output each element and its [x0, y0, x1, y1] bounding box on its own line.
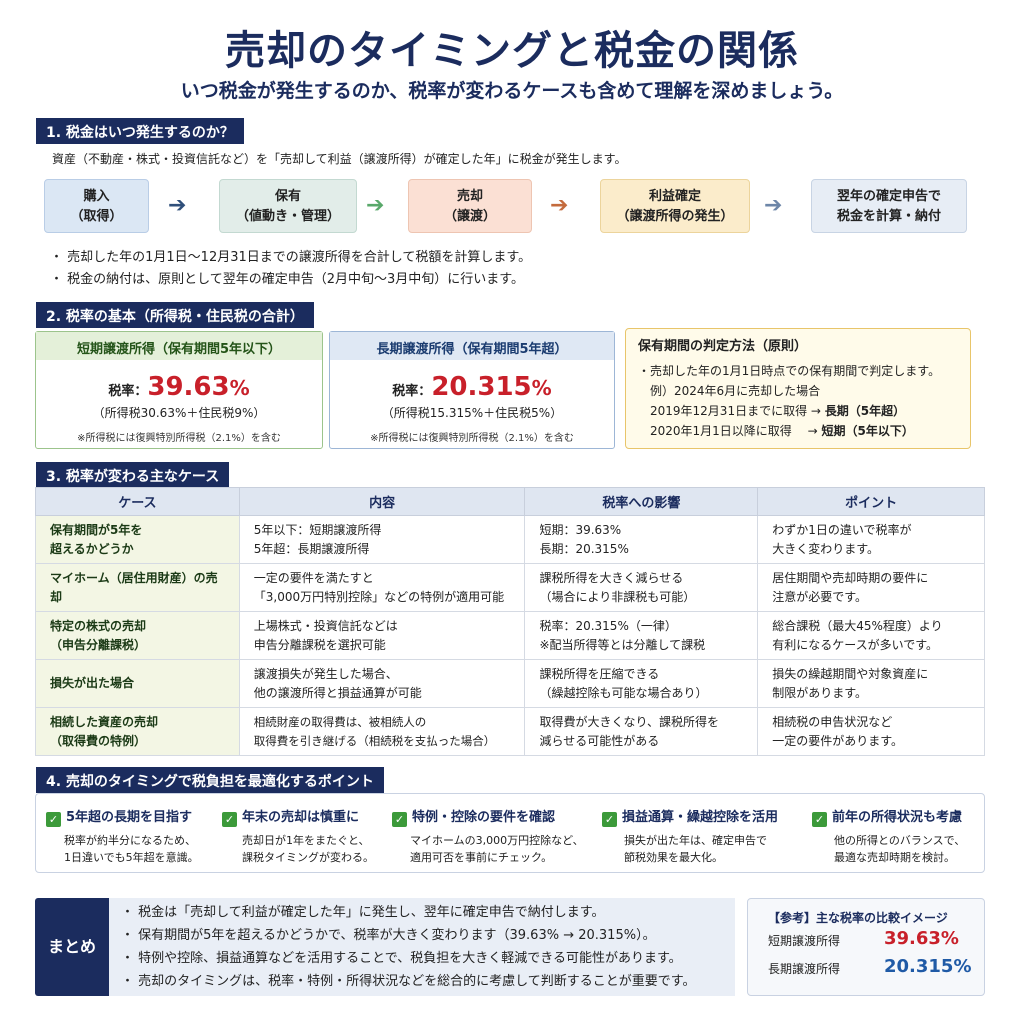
- point-cell: 居住期間や売却時期の要件に 注意が必要です。: [757, 563, 985, 612]
- reference-row-short: 短期譲渡所得 39.63%: [768, 928, 959, 949]
- case-cell: 保有期間が5年を 超えるかどうか: [35, 515, 240, 564]
- section2-heading: 2. 税率の基本（所得税・住民税の合計）: [36, 302, 314, 328]
- impact-cell: 取得費が大きくなり、課税所得を 減らせる可能性がある: [524, 707, 759, 756]
- reference-box: 【参考】主な税率の比較イメージ 短期譲渡所得 39.63% 長期譲渡所得 20.…: [747, 898, 985, 996]
- impact-cell: 課税所得を圧縮できる （繰越控除も可能な場合あり）: [524, 659, 759, 708]
- short-term-breakdown: （所得税30.63%＋住民税9%）: [92, 406, 266, 420]
- section3-heading: 3. 税率が変わる主なケース: [36, 462, 230, 488]
- cases-table: ケース 内容 税率への影響 ポイント 保有期間が5年を 超えるかどうか 5年以下：…: [35, 487, 985, 756]
- impact-cell: 課税所得を大きく減らせる （場合により非課税も可能）: [524, 563, 759, 612]
- short-term-rate-card: 短期譲渡所得（保有期間5年以下） 税率：39.63% （所得税30.63%＋住民…: [35, 331, 323, 449]
- long-term-title: 長期譲渡所得（保有期間5年超）: [330, 332, 614, 360]
- table-row: 特定の株式の売却 （申告分離課税） 上場株式・投資信託などは 申告分離課税を選択可能…: [35, 611, 985, 660]
- page-subtitle: いつ税金が発生するのか、税率が変わるケースも含めて理解を深めましょう。: [180, 80, 844, 102]
- column-header: 内容: [238, 487, 526, 516]
- summary-body: ・ 税金は「売却して利益が確定した年」に発生し、翌年に確定申告で納付します。 ・…: [109, 898, 735, 996]
- table-header-row: ケース 内容 税率への影響 ポイント: [35, 487, 985, 516]
- column-header: ポイント: [757, 487, 985, 516]
- arrow-right-icon: ➔: [550, 193, 569, 218]
- check-icon: ✓: [812, 812, 827, 827]
- column-header: ケース: [35, 487, 240, 516]
- list-item: ・ 税金の納付は、原則として翌年の確定申告（2月中旬〜3月中旬）に行います。: [50, 272, 524, 287]
- section1-bullets: ・ 売却した年の1月1日〜12月31日までの譲渡所得を合計して税額を計算します。…: [50, 247, 531, 291]
- arrow-right-icon: ➔: [764, 193, 783, 218]
- list-item: ・ 売却のタイミングは、税率・特例・所得状況などを総合的に考慮して判断することが…: [121, 974, 696, 989]
- flow-step-purchase: 購入 （取得）: [44, 179, 149, 233]
- list-item: ・ 保有期間が5年を超えるかどうかで、税率が大きく変わります（39.63% → …: [121, 928, 656, 943]
- long-term-rate-card: 長期譲渡所得（保有期間5年超） 税率：20.315% （所得税15.315%＋住…: [329, 331, 615, 449]
- flow-step-hold: 保有 （値動き・管理）: [219, 179, 357, 233]
- flow-step-tax-return: 翌年の確定申告で 税金を計算・納付: [811, 179, 967, 233]
- check-icon: ✓: [222, 812, 237, 827]
- list-item: ・ 売却した年の1月1日〜12月31日までの譲渡所得を合計して税額を計算します。: [50, 250, 532, 265]
- point-cell: 損失の繰越期間や対象資産に 制限があります。: [757, 659, 985, 708]
- arrow-right-icon: ➔: [366, 193, 385, 218]
- content-cell: 上場株式・投資信託などは 申告分離課税を選択可能: [238, 611, 526, 660]
- check-icon: ✓: [392, 812, 407, 827]
- table-row: 相続した資産の売却 （取得費の特例） 相続財産の取得費は、被相続人の 取得費を引き継…: [35, 707, 985, 756]
- reference-row-long: 長期譲渡所得 20.315%: [768, 956, 972, 977]
- short-term-note: ※所得税には復興特別所得税（2.1%）を含む: [77, 433, 281, 444]
- case-cell: 相続した資産の売却 （取得費の特例）: [35, 707, 240, 756]
- section4-heading: 4. 売却のタイミングで税負担を最適化するポイント: [36, 767, 384, 793]
- table-row: 保有期間が5年を 超えるかどうか 5年以下：短期譲渡所得 5年超：長期譲渡所得 短期…: [35, 515, 985, 564]
- table-row: 損失が出た場合 譲渡損失が発生した場合、 他の譲渡所得と損益通算が可能 課税所得を…: [35, 659, 985, 708]
- case-cell: 特定の株式の売却 （申告分離課税）: [35, 611, 240, 660]
- flow-step-sell: 売却 （譲渡）: [408, 179, 532, 233]
- content-cell: 相続財産の取得費は、被相続人の 取得費を引き継げる（相続税を支払った場合）: [238, 707, 526, 756]
- point-cell: 総合課税（最大45%程度）より 有利になるケースが多いです。: [757, 611, 985, 660]
- arrow-right-icon: ➔: [168, 193, 187, 218]
- table-row: マイホーム（居住用財産）の売却 一定の要件を満たすと 「3,000万円特別控除」な…: [35, 563, 985, 612]
- content-cell: 5年以下：短期譲渡所得 5年超：長期譲渡所得: [238, 515, 526, 564]
- case-cell: マイホーム（居住用財産）の売却: [35, 563, 240, 612]
- content-cell: 一定の要件を満たすと 「3,000万円特別控除」などの特例が適用可能: [238, 563, 526, 612]
- short-term-rate: 税率：39.63%: [108, 372, 250, 402]
- list-item: ・ 税金は「売却して利益が確定した年」に発生し、翌年に確定申告で納付します。: [121, 905, 605, 920]
- content-cell: 譲渡損失が発生した場合、 他の譲渡所得と損益通算が可能: [238, 659, 526, 708]
- long-term-note: ※所得税には復興特別所得税（2.1%）を含む: [370, 433, 574, 444]
- section1-heading: 1. 税金はいつ発生するのか？: [36, 118, 244, 144]
- page-title: 売却のタイミングと税金の関係: [225, 28, 799, 74]
- impact-cell: 短期：39.63% 長期：20.315%: [524, 515, 759, 564]
- column-header: 税率への影響: [524, 487, 759, 516]
- holding-period-judgement: 保有期間の判定方法（原則） ・売却した年の1月1日時点での保有期間で判定します。…: [625, 328, 971, 449]
- point-cell: わずか1日の違いで税率が 大きく変わります。: [757, 515, 985, 564]
- impact-cell: 税率：20.315%（一律） ※配当所得等とは分離して課税: [524, 611, 759, 660]
- long-term-breakdown: （所得税15.315%＋住民税5%）: [381, 406, 563, 420]
- reference-title: 【参考】主な税率の比較イメージ: [768, 911, 948, 925]
- case-cell: 損失が出た場合: [35, 659, 240, 708]
- check-icon: ✓: [602, 812, 617, 827]
- short-term-title: 短期譲渡所得（保有期間5年以下）: [36, 332, 322, 360]
- long-term-rate: 税率：20.315%: [392, 372, 552, 402]
- point-cell: 相続税の申告状況など 一定の要件があります。: [757, 707, 985, 756]
- check-icon: ✓: [46, 812, 61, 827]
- section1-intro: 資産（不動産・株式・投資信託など）を「売却して利益（譲渡所得）が確定した年」に税…: [52, 152, 627, 166]
- list-item: ・ 特例や控除、損益通算などを活用することで、税負担を大きく軽減できる可能性があ…: [121, 951, 682, 966]
- tips-panel: ✓ 5年超の長期を目指す 税率が約半分になるため、 1日違いでも5年超を意識。 ✓ 年…: [35, 793, 985, 873]
- flow-step-profit: 利益確定 （譲渡所得の発生）: [600, 179, 750, 233]
- summary-label: まとめ: [35, 898, 109, 996]
